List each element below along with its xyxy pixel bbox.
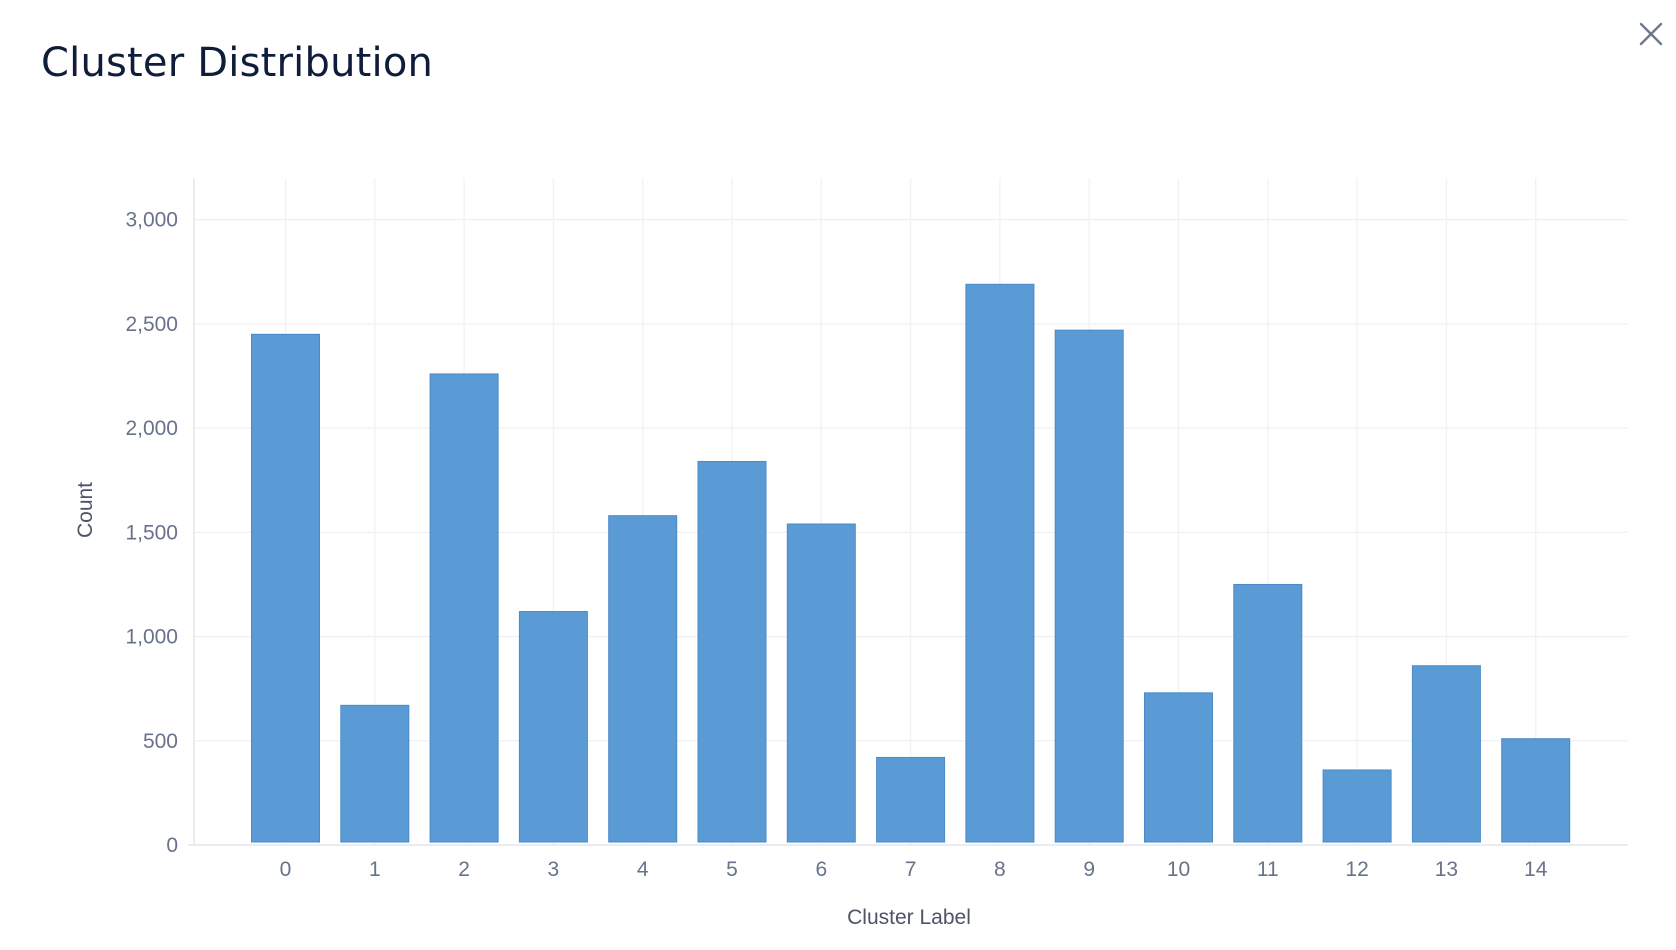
x-tick-label: 5 [726,858,738,881]
x-tick-label: 6 [815,858,827,881]
x-tick-label: 1 [369,858,381,881]
bar-cluster-10 [1144,692,1213,843]
y-axis-label: Count [74,482,97,538]
x-tick-label: 14 [1524,858,1548,881]
x-tick-label: 9 [1083,858,1095,881]
y-tick-label: 2,500 [125,313,178,336]
bar-cluster-7 [876,756,946,843]
bar-cluster-3 [518,611,588,843]
y-tick-label: 2,000 [125,417,178,440]
bar-cluster-1 [340,704,410,843]
x-tick-label: 10 [1167,858,1190,881]
x-tick-label: 2 [458,858,470,881]
close-icon [1639,22,1663,46]
x-tick-label: 11 [1257,858,1279,881]
x-tick-label: 12 [1345,858,1368,881]
y-tick-label: 0 [166,834,178,857]
bar-cluster-2 [429,373,499,843]
bar-cluster-0 [251,333,320,843]
dialog-title: Cluster Distribution [41,40,434,86]
bar-cluster-6 [786,523,856,843]
x-tick-label: 3 [548,858,560,881]
close-button[interactable] [1631,14,1671,54]
bar-cluster-8 [965,283,1035,843]
chart-bars [251,283,1571,843]
x-axis-label: Cluster Label [847,906,971,929]
bar-cluster-4 [608,515,678,843]
x-tick-label: 0 [280,858,292,881]
x-tick-label: 7 [905,858,917,881]
y-tick-label: 500 [143,730,178,753]
x-tick-label: 13 [1435,858,1458,881]
bar-cluster-14 [1501,738,1571,843]
x-tick-label: 4 [637,858,649,881]
bar-cluster-9 [1054,329,1124,843]
y-tick-label: 3,000 [125,209,178,232]
bar-cluster-5 [697,460,767,843]
x-tick-label: 8 [994,858,1006,881]
y-tick-label: 1,500 [125,521,178,544]
bar-cluster-12 [1322,769,1392,843]
bar-cluster-11 [1233,583,1303,843]
bar-cluster-13 [1411,665,1481,843]
y-tick-label: 1,000 [125,626,178,649]
